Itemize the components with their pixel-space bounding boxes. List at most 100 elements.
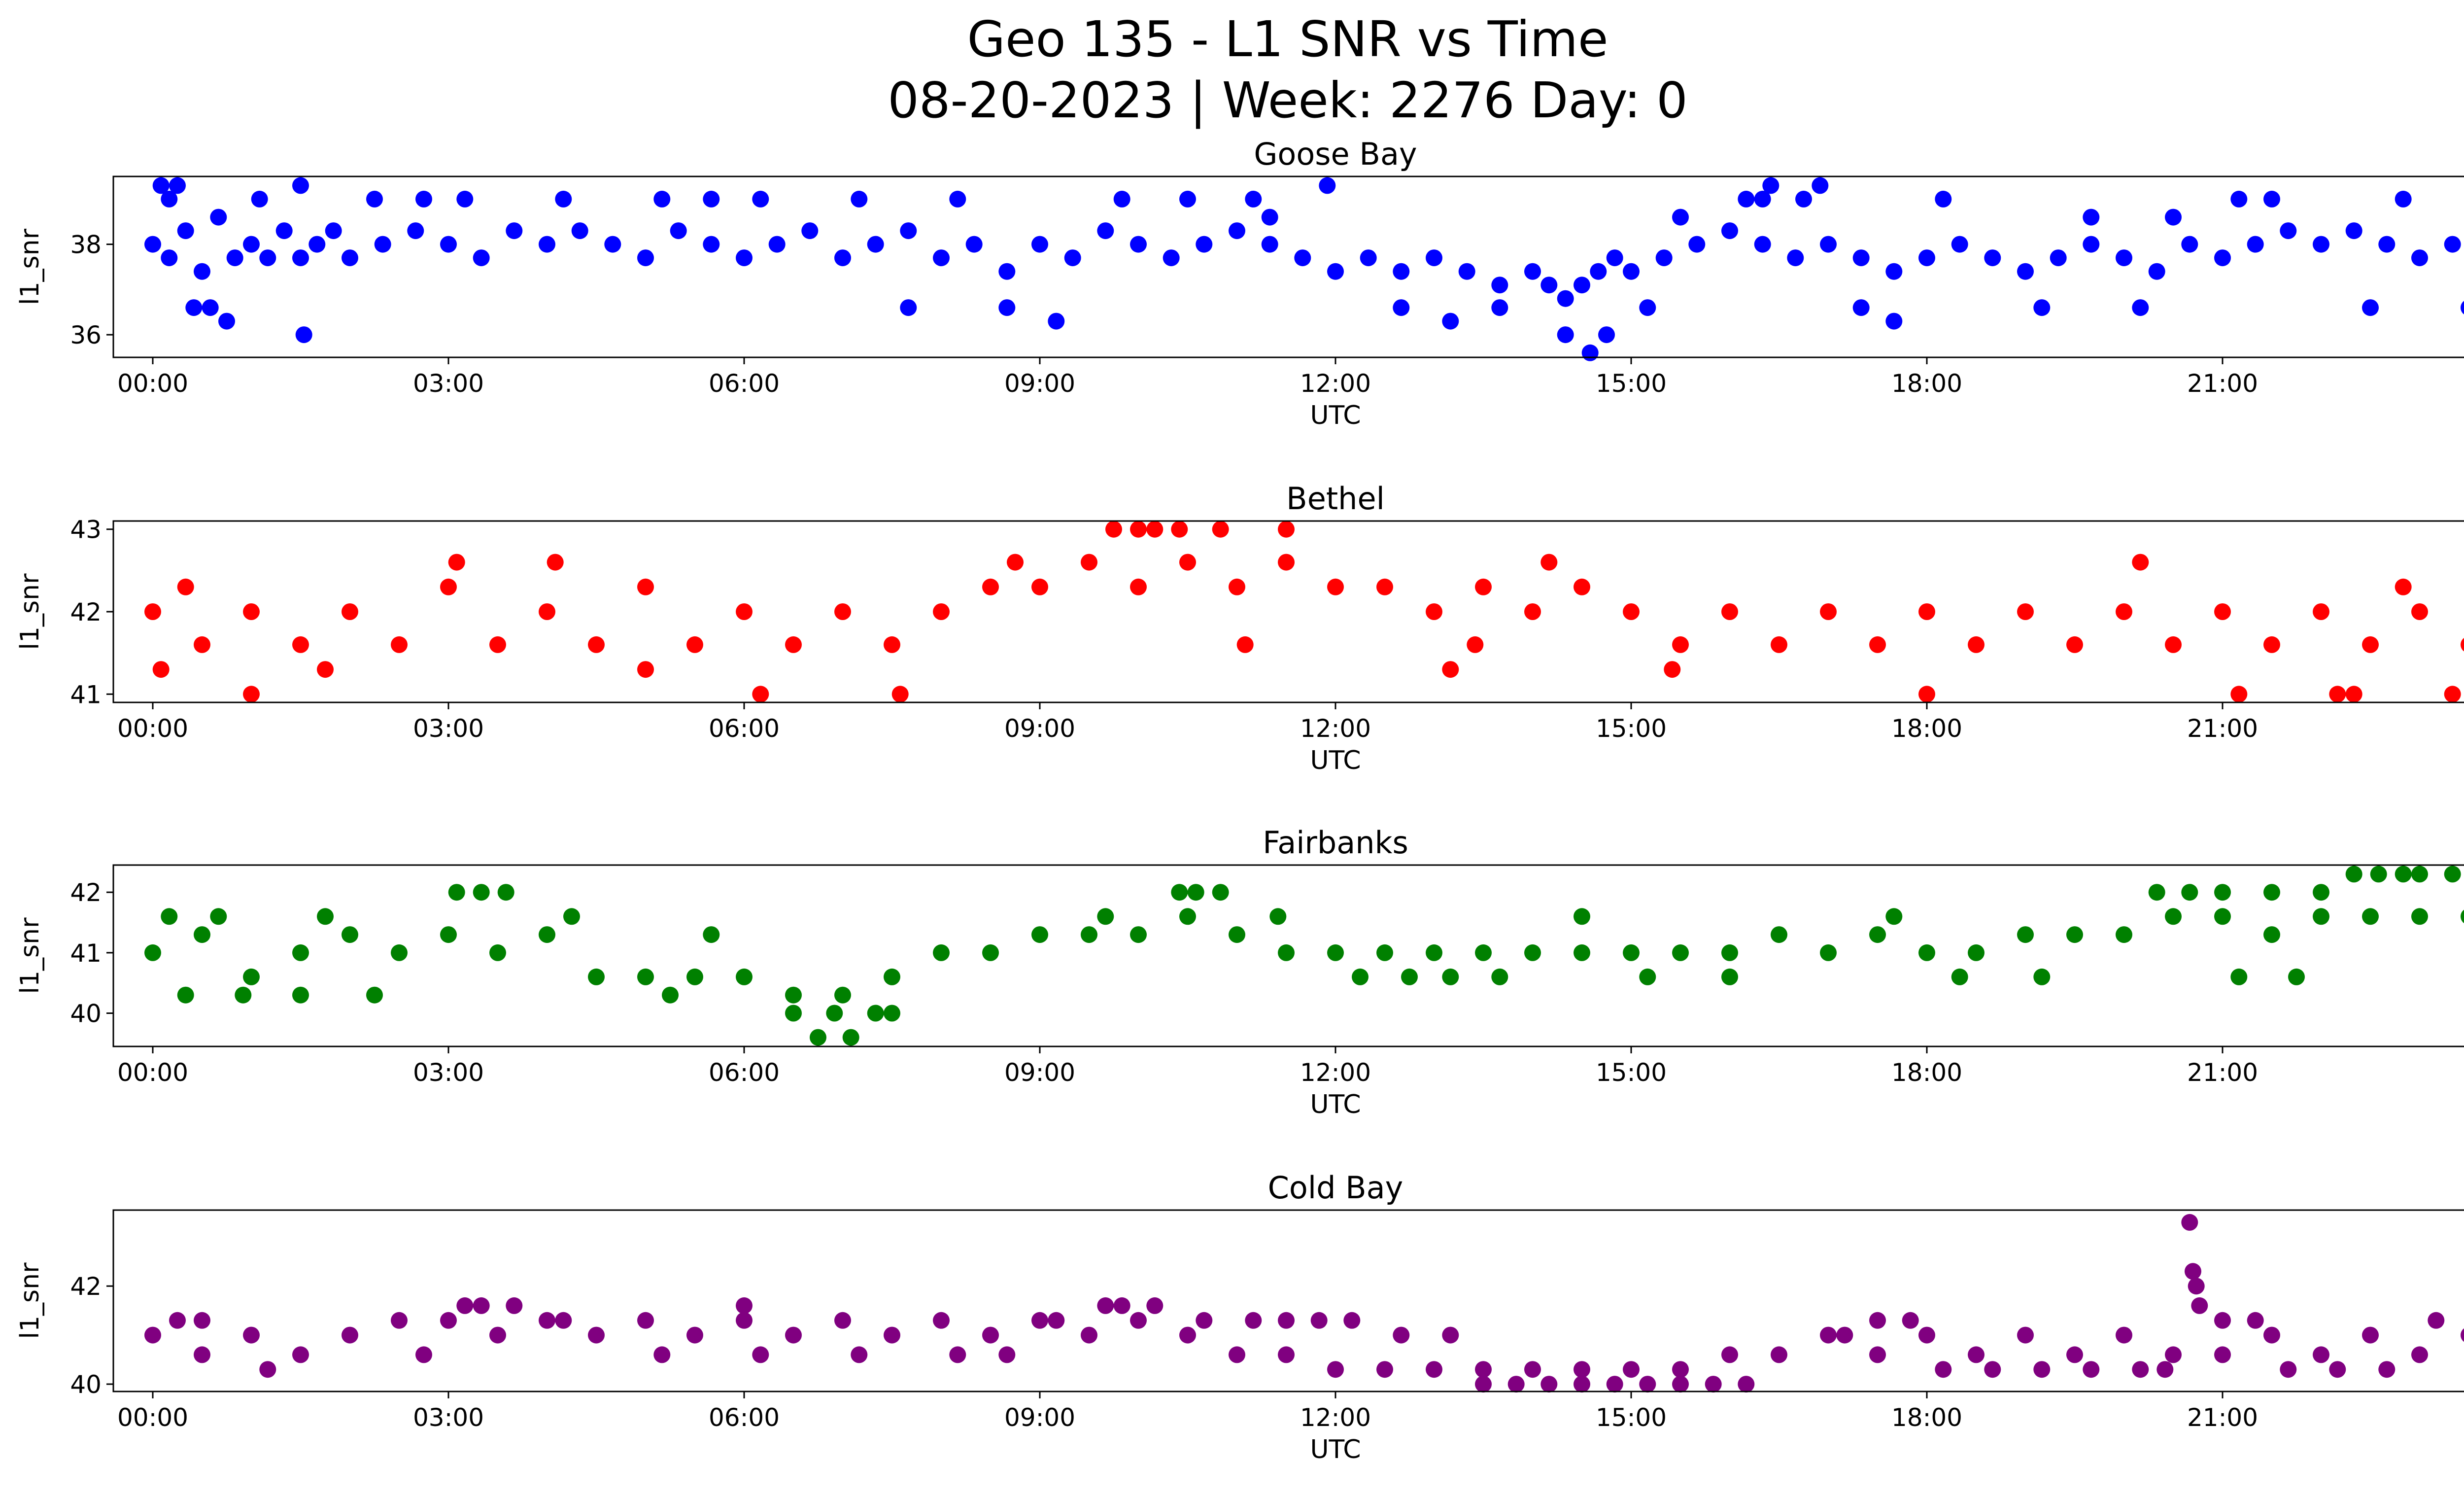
data-point bbox=[1310, 1312, 1328, 1329]
x-tick-label: 15:00 bbox=[1596, 1403, 1667, 1432]
data-point bbox=[1918, 249, 1935, 267]
data-point bbox=[144, 1326, 161, 1344]
x-tick-label: 18:00 bbox=[1891, 1058, 1962, 1087]
data-point bbox=[933, 603, 950, 620]
data-point bbox=[1606, 249, 1623, 267]
data-point bbox=[1721, 944, 1738, 961]
x-tick-label: 00:00 bbox=[117, 1403, 188, 1432]
data-point bbox=[2444, 686, 2461, 703]
data-point bbox=[1475, 944, 1492, 961]
data-point bbox=[194, 1312, 210, 1329]
data-point bbox=[834, 249, 851, 267]
data-point bbox=[1705, 1376, 1722, 1393]
data-point bbox=[653, 190, 671, 208]
data-point bbox=[2165, 636, 2182, 653]
data-point bbox=[194, 263, 210, 280]
data-point bbox=[2017, 263, 2034, 280]
data-point bbox=[210, 209, 227, 226]
data-point bbox=[2214, 1346, 2231, 1363]
y-tick-label: 42 bbox=[70, 878, 102, 907]
data-point bbox=[982, 944, 999, 961]
data-point bbox=[539, 1312, 555, 1329]
data-point bbox=[1812, 177, 1829, 194]
data-point bbox=[686, 636, 703, 653]
data-point bbox=[194, 636, 210, 653]
subplot-title: Goose Bay bbox=[1254, 136, 1417, 172]
data-point bbox=[604, 236, 621, 253]
data-point bbox=[686, 1326, 703, 1344]
data-point bbox=[243, 603, 260, 620]
subplot-fairbanks: Fairbanks 00:00 03:00 06:00 09:00 12:00 15:00 1… bbox=[15, 825, 2464, 1119]
data-point bbox=[539, 236, 555, 253]
data-point bbox=[1557, 326, 1574, 344]
data-point bbox=[374, 236, 391, 253]
data-point bbox=[547, 554, 564, 571]
data-point bbox=[686, 968, 703, 985]
data-point bbox=[1664, 661, 1681, 678]
data-point bbox=[736, 249, 753, 267]
data-point bbox=[752, 190, 769, 208]
data-point bbox=[810, 1029, 826, 1046]
data-point bbox=[1869, 636, 1886, 653]
data-point bbox=[2066, 636, 2083, 653]
data-point bbox=[1820, 1326, 1837, 1344]
data-point bbox=[317, 661, 334, 678]
data-point bbox=[2156, 1361, 2174, 1378]
y-axis-label: l1_snr bbox=[15, 917, 45, 994]
data-point bbox=[1393, 1326, 1410, 1344]
data-point bbox=[1540, 1376, 1558, 1393]
data-point bbox=[1229, 926, 1245, 943]
data-point bbox=[2165, 1346, 2182, 1363]
y-tick-label: 38 bbox=[70, 231, 102, 259]
data-point bbox=[884, 968, 900, 985]
data-point bbox=[2083, 236, 2100, 253]
data-point bbox=[637, 249, 654, 267]
figure-title: Geo 135 - L1 SNR vs Time 08-20-2023 | We… bbox=[0, 9, 2464, 131]
data-point bbox=[169, 1312, 186, 1329]
data-point bbox=[1179, 1326, 1196, 1344]
data-point bbox=[2214, 603, 2231, 620]
data-point bbox=[2444, 236, 2461, 253]
y-tick-label: 43 bbox=[70, 516, 102, 544]
data-point bbox=[2148, 263, 2165, 280]
data-point bbox=[1820, 603, 1837, 620]
data-point bbox=[1738, 190, 1755, 208]
data-point bbox=[1278, 554, 1295, 571]
data-point bbox=[1721, 968, 1738, 985]
data-point bbox=[1376, 1361, 1393, 1378]
data-point bbox=[210, 908, 227, 925]
data-point bbox=[2066, 926, 2083, 943]
data-point bbox=[243, 968, 260, 985]
data-point bbox=[2230, 968, 2248, 985]
data-point bbox=[473, 249, 490, 267]
data-point bbox=[1171, 521, 1188, 538]
data-point bbox=[1721, 603, 1738, 620]
data-point bbox=[2165, 209, 2182, 226]
data-point bbox=[342, 926, 358, 943]
data-point bbox=[473, 884, 490, 901]
data-point bbox=[1852, 249, 1870, 267]
data-point bbox=[1327, 263, 1344, 280]
x-axis-label: UTC bbox=[1310, 746, 1361, 775]
data-point bbox=[2411, 908, 2428, 925]
x-tick-label: 18:00 bbox=[1891, 1403, 1962, 1432]
data-point bbox=[1294, 249, 1311, 267]
data-point bbox=[785, 986, 802, 1004]
data-point bbox=[1031, 1312, 1048, 1329]
data-point bbox=[1278, 944, 1295, 961]
x-tick-label: 00:00 bbox=[117, 714, 188, 743]
data-point bbox=[2116, 926, 2132, 943]
data-point bbox=[177, 222, 194, 240]
data-point bbox=[1179, 190, 1196, 208]
x-tick-label: 03:00 bbox=[413, 714, 484, 743]
data-point bbox=[1319, 177, 1336, 194]
data-point bbox=[1885, 908, 1903, 925]
data-point bbox=[1031, 926, 1048, 943]
x-tick-label: 06:00 bbox=[709, 714, 780, 743]
data-point bbox=[2345, 866, 2362, 883]
data-point bbox=[1655, 249, 1673, 267]
data-point bbox=[1771, 1346, 1787, 1363]
data-point bbox=[440, 578, 457, 595]
data-point bbox=[1426, 1361, 1442, 1378]
data-point bbox=[703, 190, 720, 208]
